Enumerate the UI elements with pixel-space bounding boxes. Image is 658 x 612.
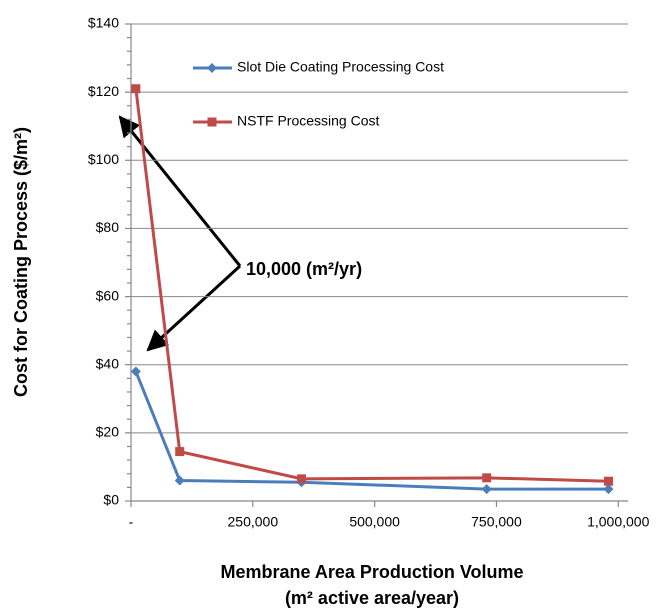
y-axis-title: Cost for Coating Process ($/m²)	[11, 127, 31, 397]
y-tick-label: $20	[96, 424, 120, 440]
annotation: 10,000 (m²/yr)	[246, 259, 362, 279]
x-tick-label: 250,000	[228, 514, 279, 530]
y-tick-label: $80	[96, 219, 120, 235]
y-tick-label: $40	[96, 355, 120, 371]
marker	[297, 474, 307, 484]
marker	[604, 476, 614, 486]
y-tick-label: $0	[103, 492, 119, 508]
legend-label: NSTF Processing Cost	[237, 113, 379, 129]
series-line	[134, 370, 609, 491]
marker	[130, 366, 141, 377]
x-axis-title: Membrane Area Production Volume	[220, 562, 523, 582]
x-axis-title: (m² active area/year)	[285, 588, 459, 608]
y-tick-label: $60	[96, 287, 120, 303]
marker	[175, 447, 185, 457]
marker	[603, 484, 614, 495]
arrow	[146, 264, 242, 352]
marker	[131, 84, 141, 94]
series-line	[134, 88, 609, 483]
arrow	[118, 115, 242, 267]
x-tick-label: 1,000,000	[587, 514, 649, 530]
legend-marker	[207, 63, 217, 73]
y-tick-label: $140	[88, 15, 119, 31]
y-tick-label: $120	[88, 83, 119, 99]
legend-label: Slot Die Coating Processing Cost	[237, 59, 444, 75]
x-tick-label: -	[129, 514, 134, 530]
marker	[174, 475, 185, 486]
x-tick-label: 750,000	[471, 514, 522, 530]
marker	[482, 473, 492, 483]
legend-marker	[207, 117, 217, 127]
y-tick-label: $100	[88, 151, 119, 167]
marker	[481, 484, 492, 495]
x-tick-label: 500,000	[349, 514, 400, 530]
